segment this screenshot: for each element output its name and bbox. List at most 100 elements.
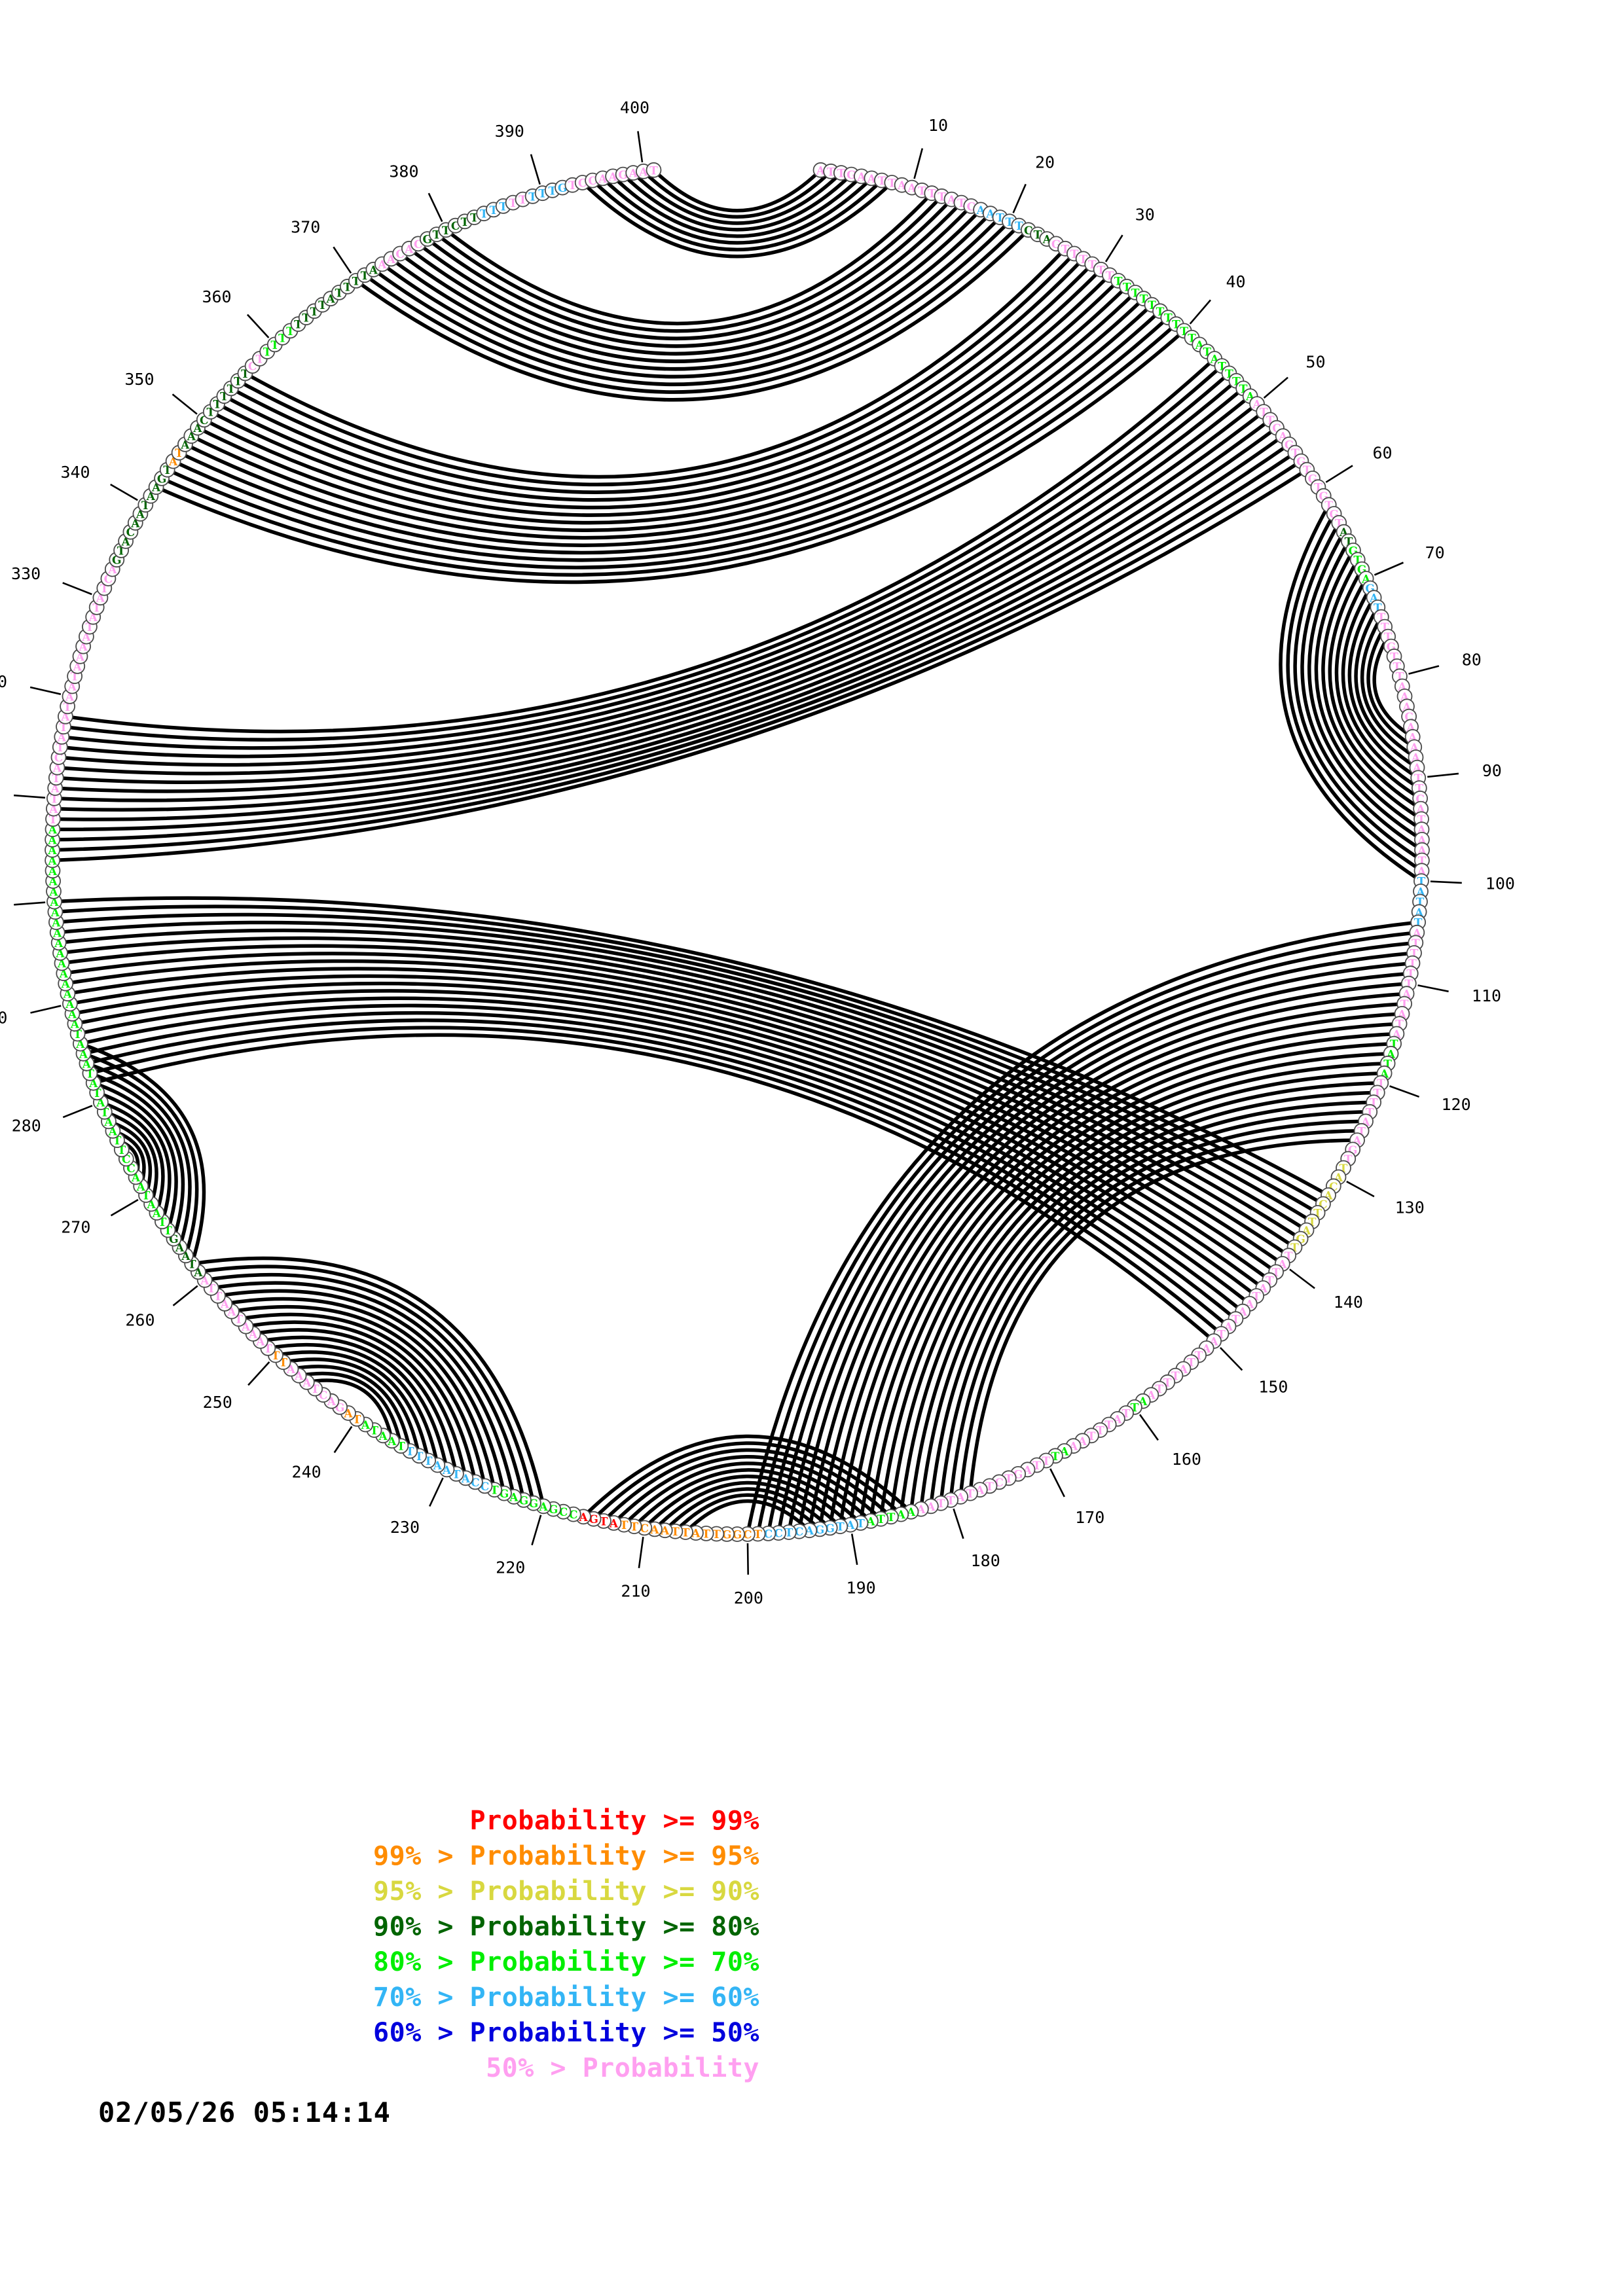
base-pair-arc: [1334, 577, 1422, 800]
base-pair-arc: [244, 1320, 468, 1480]
base-pair-arc: [64, 959, 1285, 1266]
tick-label: 280: [12, 1116, 41, 1135]
nucleotide-letter: T: [49, 814, 58, 827]
nucleotide-letter: G: [722, 1528, 732, 1541]
nucleotide-letter: T: [947, 1494, 955, 1507]
tick-label: 130: [1395, 1198, 1425, 1217]
nucleotide-letter: A: [65, 998, 75, 1011]
nucleotide-letter: T: [754, 1528, 762, 1541]
base-pair-arc: [50, 467, 1309, 863]
tick-label: 200: [734, 1588, 763, 1607]
nucleotide-node: A: [973, 202, 989, 218]
base-pair-arc: [274, 1350, 430, 1463]
tick-line: [247, 1361, 270, 1386]
base-pair-arc: [73, 989, 1258, 1298]
probability-legend: Probability >= 99% 99% > Probability >= …: [0, 1803, 825, 2128]
nucleotide-letter: T: [620, 1519, 629, 1532]
nucleotide-letter: A: [816, 164, 826, 177]
base-pair-arc: [216, 1289, 506, 1496]
base-pair-arc: [215, 268, 1103, 510]
base-pair-arc: [389, 211, 993, 371]
base-pair-arc: [58, 936, 1303, 1241]
tick-label: 260: [125, 1310, 155, 1329]
nucleotide-letter: T: [888, 177, 896, 190]
base-pair-arc: [223, 1297, 496, 1492]
nucleotide-letter: T: [64, 701, 72, 714]
base-pair-arc: [879, 1052, 1393, 1521]
tick-line: [1289, 1268, 1315, 1289]
nucleotide-node: C: [963, 198, 979, 214]
nucleotide-letter: C: [54, 752, 64, 765]
base-pair-arc: [580, 181, 894, 259]
nucleotide-letter: T: [60, 721, 68, 734]
base-pair-arc: [209, 1281, 516, 1499]
tick-line: [1049, 1468, 1065, 1498]
tick-line: [172, 393, 198, 415]
base-pair-arc: [1366, 624, 1416, 749]
tick-label: 340: [60, 463, 90, 482]
nucleotide-letter: T: [877, 1513, 885, 1526]
tick-label: 70: [1425, 543, 1445, 562]
nucleotide-letter: A: [649, 1524, 659, 1537]
tick-line: [29, 686, 62, 695]
base-pair-arc: [899, 1071, 1387, 1516]
nucleotide-letter: A: [47, 844, 57, 857]
nucleotide-letter: A: [48, 865, 58, 878]
base-pair-arc: [756, 931, 1419, 1536]
base-pair-arc: [75, 996, 1252, 1306]
nucleotide-node: G: [555, 179, 570, 196]
base-pair-arc: [251, 1328, 458, 1476]
nucleotide-letter: C: [795, 1526, 804, 1539]
tick-line: [14, 794, 46, 799]
nucleotide-node: T: [137, 497, 154, 513]
base-pair-arc: [160, 322, 1178, 577]
tick-label: 380: [389, 162, 418, 181]
nucleotide-letter: T: [836, 1521, 845, 1534]
base-pair-arc: [50, 442, 1291, 831]
base-pair-arc: [50, 459, 1304, 852]
base-pair-arc: [266, 1342, 440, 1467]
base-pair-arc: [81, 1052, 199, 1258]
tick-line: [333, 1426, 353, 1454]
base-pair-arc: [196, 285, 1129, 532]
base-pair-arc: [91, 1033, 1216, 1343]
nucleotide-letter: T: [827, 166, 835, 179]
nucleotide-letter: A: [638, 166, 648, 179]
base-pair-arc: [177, 302, 1154, 555]
base-pair-arc: [50, 450, 1298, 842]
nucleotide-circle: [646, 162, 662, 178]
tick-label: 320: [0, 672, 7, 691]
base-pair-arc: [55, 394, 1252, 776]
nucleotide-letter: T: [937, 1498, 945, 1511]
nucleotide-letter: A: [48, 876, 58, 889]
base-pair-arc: [611, 1455, 883, 1525]
legend-item: 50% > Probability: [486, 2053, 759, 2083]
base-pair-arc: [909, 1081, 1383, 1514]
nucleotide-letter: A: [805, 1525, 814, 1538]
legend-item: 70% > Probability >= 60%: [373, 1982, 759, 2013]
base-pair-arc: [60, 944, 1297, 1249]
base-pair-arc: [632, 1468, 863, 1528]
tick-label: 250: [203, 1393, 232, 1412]
base-pair-arc: [673, 1493, 822, 1534]
nucleotide-node: T: [113, 1141, 130, 1158]
base-pair-arc: [259, 1335, 449, 1472]
base-pair-arc: [1347, 596, 1420, 780]
nucleotide-letter: G: [847, 169, 856, 182]
tick-label: 100: [1486, 874, 1515, 893]
base-pair-arc: [591, 178, 884, 252]
base-pair-arc: [807, 981, 1411, 1532]
tick-line: [110, 483, 138, 501]
base-pair-arc: [305, 1378, 394, 1443]
tick-line: [246, 314, 270, 338]
nucleotide-letter: T: [702, 1528, 710, 1541]
base-pair-arc: [236, 1312, 477, 1484]
base-pair-arc: [171, 309, 1162, 562]
base-pair-arc: [651, 168, 823, 213]
nucleotide-letter: A: [50, 783, 60, 796]
nucleotide-node: G: [1048, 236, 1065, 252]
nucleotide-node: T: [1235, 380, 1251, 397]
tick-label: 80: [1462, 650, 1482, 669]
base-pair-arc: [1360, 615, 1418, 759]
tick-line: [1374, 562, 1404, 576]
